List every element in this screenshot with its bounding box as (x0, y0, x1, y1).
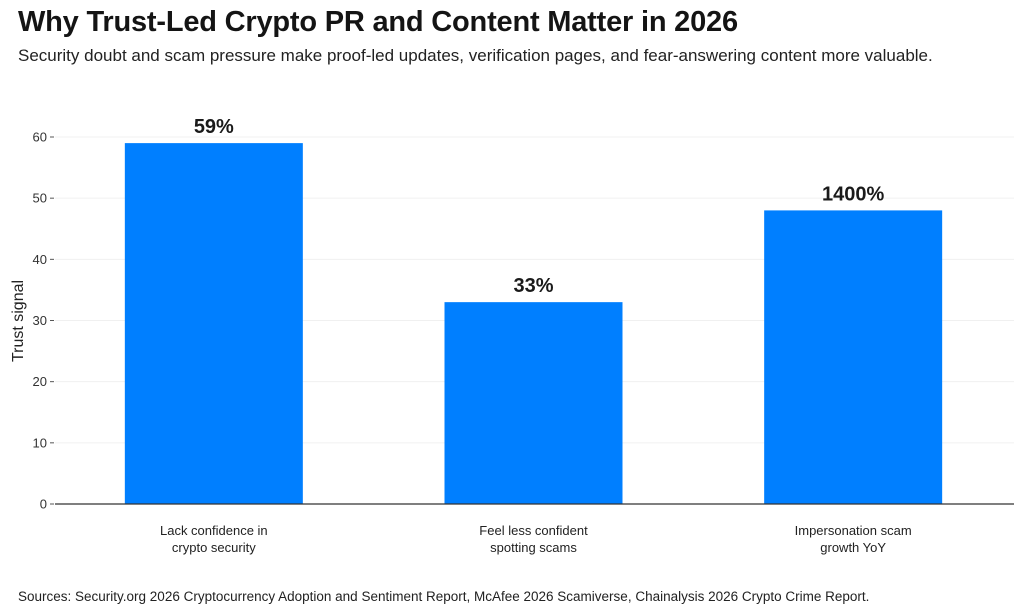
y-tick-label: 20 (33, 374, 47, 389)
bar (124, 143, 303, 504)
x-tick-label: spotting scams (490, 540, 577, 555)
sources-note: Sources: Security.org 2026 Cryptocurrenc… (18, 589, 870, 604)
chart-subtitle: Security doubt and scam pressure make pr… (18, 46, 933, 65)
y-tick-label: 40 (33, 252, 47, 267)
y-tick-label: 50 (33, 191, 47, 206)
y-tick-label: 30 (33, 313, 47, 328)
data-labels: 59% 33% 1400% (194, 116, 885, 297)
chart-title: Why Trust-Led Crypto PR and Content Matt… (18, 6, 738, 38)
data-label: 59% (194, 116, 234, 138)
bars (124, 143, 943, 504)
bar (764, 210, 943, 504)
x-tick-label: growth YoY (820, 540, 886, 555)
x-tick-label: Lack confidence in (160, 523, 268, 538)
x-tick-label: crypto security (172, 540, 256, 555)
x-tick-label: Feel less confident (479, 523, 588, 538)
x-axis: Lack confidence in crypto security Feel le… (55, 503, 1014, 555)
y-axis-label: Trust signal (10, 280, 27, 362)
data-label: 1400% (822, 183, 884, 205)
y-tick-label: 0 (40, 497, 47, 512)
y-tick-label: 10 (33, 435, 47, 450)
bar (444, 302, 623, 504)
data-label: 33% (513, 275, 553, 297)
x-tick-label: Impersonation scam (795, 523, 912, 538)
y-tick-label: 60 (33, 130, 47, 145)
y-axis: 0 10 20 30 40 50 60 (33, 130, 54, 512)
